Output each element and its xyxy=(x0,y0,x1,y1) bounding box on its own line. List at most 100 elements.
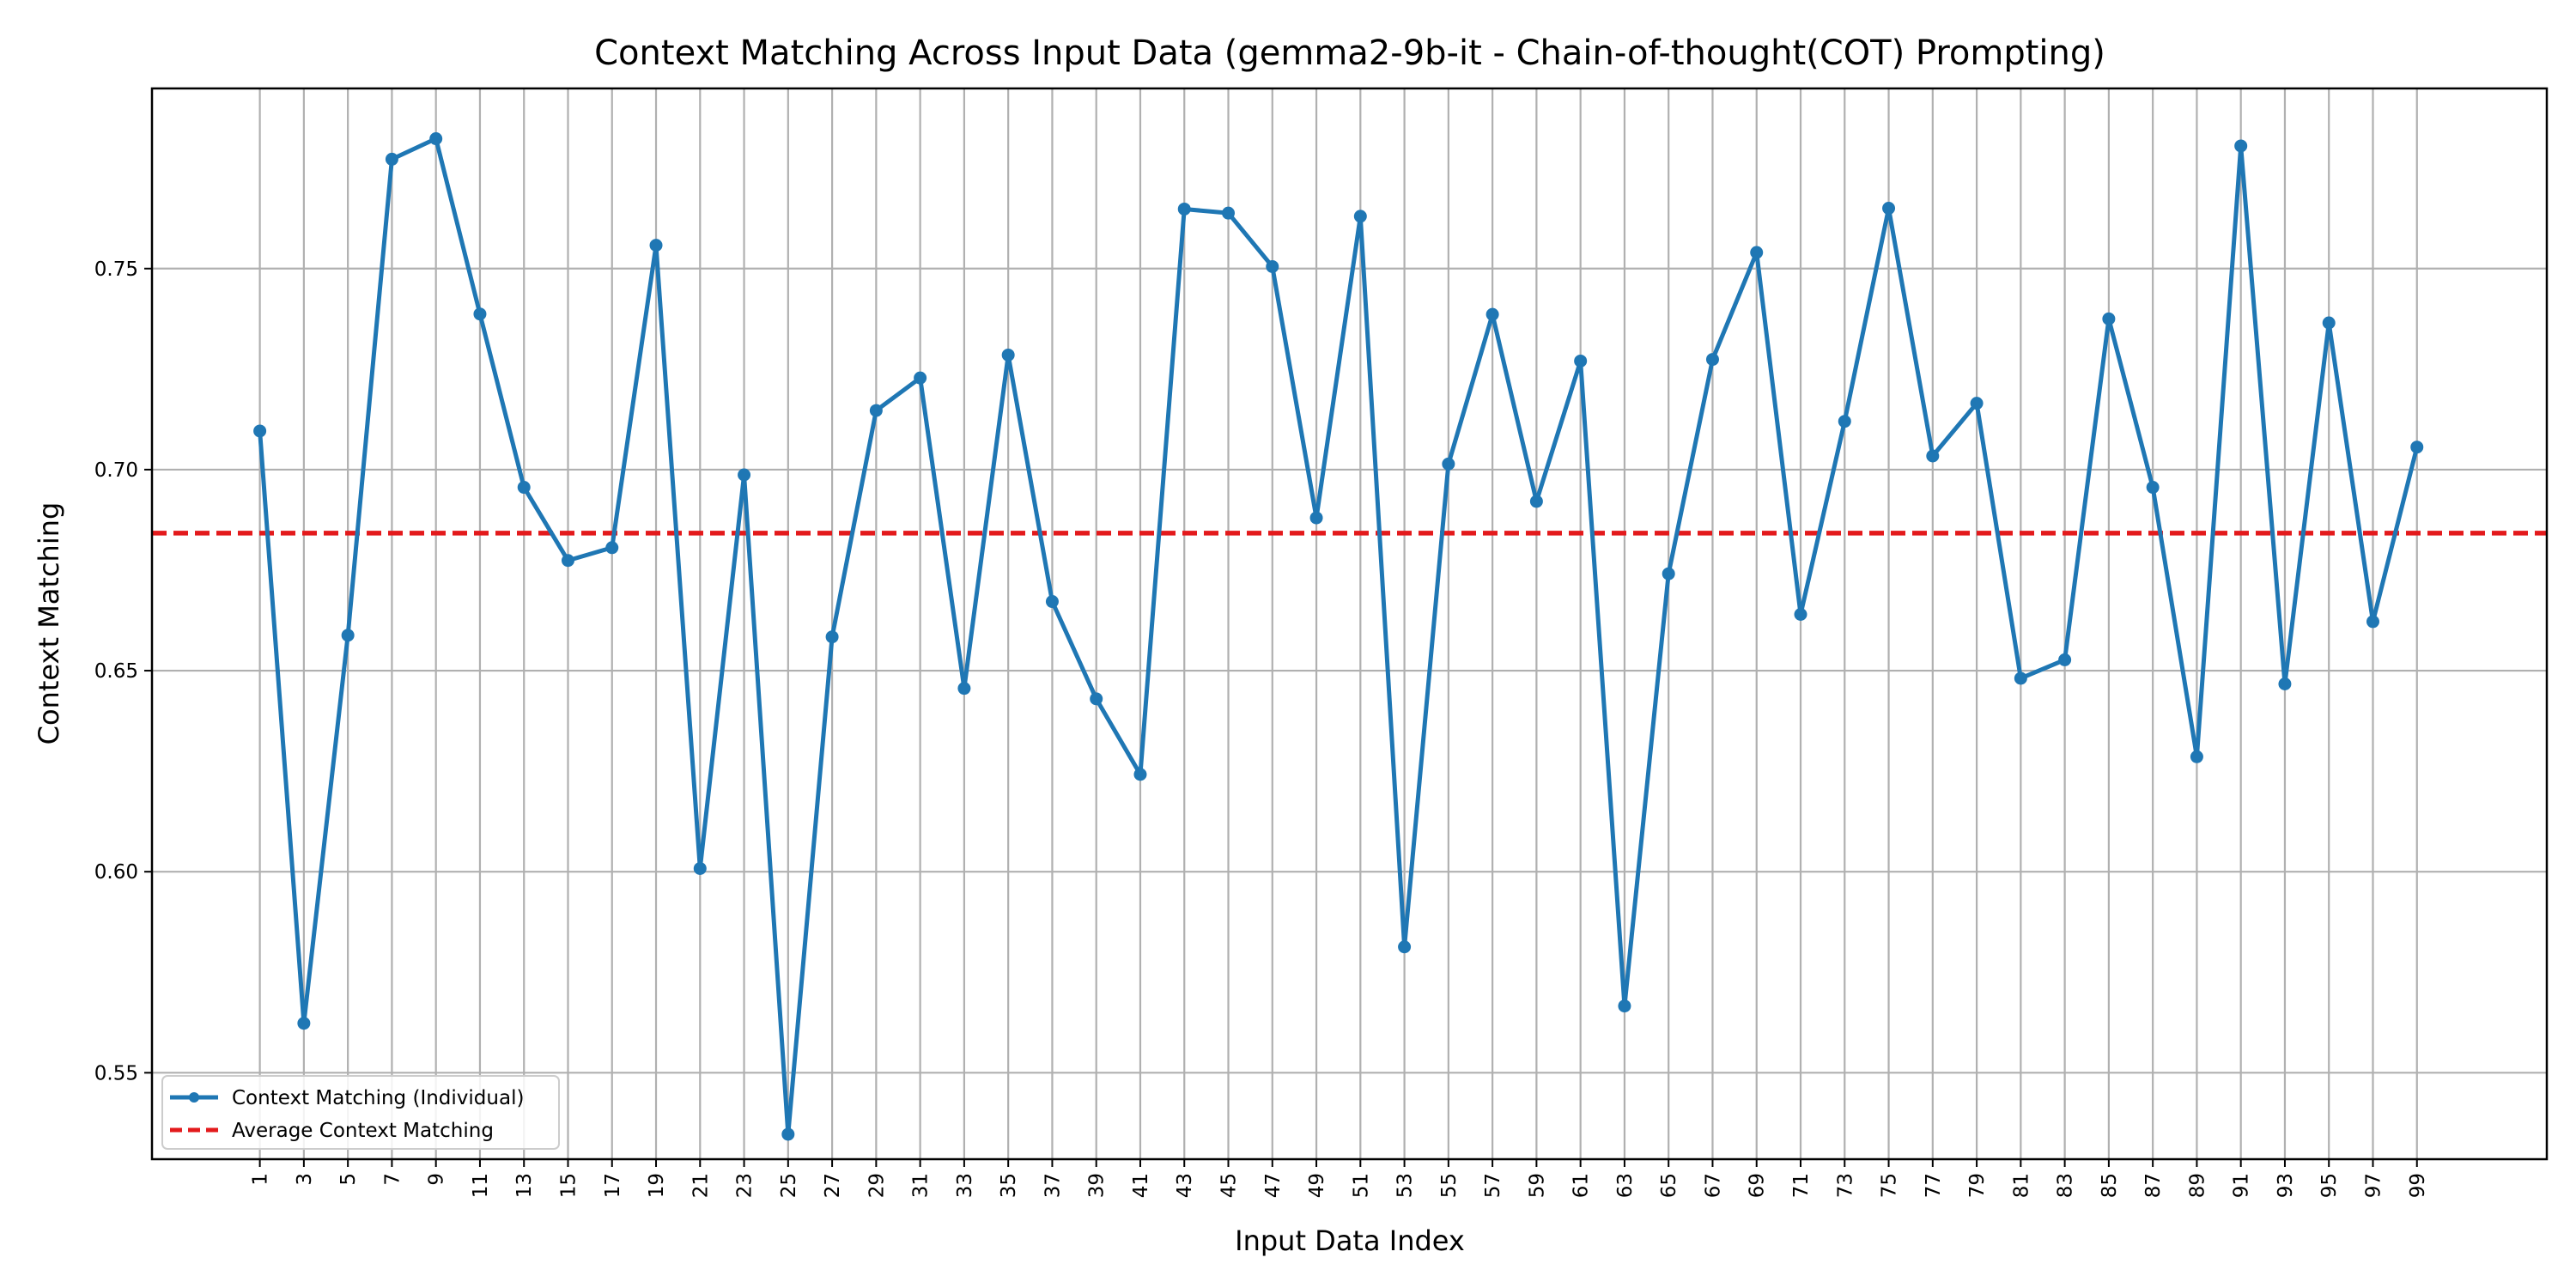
data-point xyxy=(1442,457,1455,471)
data-point xyxy=(957,682,971,696)
data-point xyxy=(2234,139,2248,153)
x-tick-label: 69 xyxy=(1747,1173,1769,1198)
x-tick-label: 45 xyxy=(1218,1173,1241,1198)
data-point xyxy=(1266,259,1279,273)
data-point xyxy=(1398,940,1412,954)
data-point xyxy=(561,554,574,568)
x-tick-label: 85 xyxy=(2099,1173,2121,1198)
x-tick-label: 7 xyxy=(381,1173,404,1186)
x-tick-label: 43 xyxy=(1174,1173,1196,1198)
data-point xyxy=(2014,671,2027,685)
data-point xyxy=(1882,202,1896,216)
data-point xyxy=(2058,653,2072,666)
y-tick-label: 0.70 xyxy=(94,459,138,482)
x-tick-label: 25 xyxy=(778,1173,800,1198)
y-ticks: 0.55 0.60 0.65 0.70 0.75 xyxy=(94,258,152,1084)
plot-frame xyxy=(150,87,2549,1161)
data-point xyxy=(2190,750,2203,763)
x-tick-label: 89 xyxy=(2186,1173,2208,1198)
data-point xyxy=(1618,999,1631,1013)
x-tick-label: 57 xyxy=(1482,1173,1504,1198)
x-tick-label: 37 xyxy=(1042,1173,1064,1198)
data-point xyxy=(2102,312,2116,325)
legend-marker-individual xyxy=(189,1092,199,1103)
x-tick-label: 81 xyxy=(2010,1173,2032,1198)
data-point xyxy=(2278,677,2292,691)
data-point xyxy=(1750,246,1764,259)
x-tick-label: 93 xyxy=(2275,1173,2297,1198)
data-point xyxy=(253,424,267,438)
legend-box xyxy=(161,1075,560,1150)
data-point xyxy=(1529,495,1543,508)
data-point xyxy=(869,404,883,417)
x-tick-label: 9 xyxy=(426,1173,448,1186)
x-tick-label: 51 xyxy=(1350,1173,1372,1198)
x-tick-label: 35 xyxy=(998,1173,1020,1198)
x-tick-label: 3 xyxy=(294,1173,316,1186)
x-axis-label: Input Data Index xyxy=(1235,1224,1465,1257)
data-point xyxy=(1222,206,1236,220)
y-tick-label: 0.65 xyxy=(94,660,138,683)
data-point xyxy=(1705,353,1719,367)
x-tick-label: 41 xyxy=(1130,1173,1152,1198)
x-tick-label: 11 xyxy=(470,1173,492,1198)
x-tick-label: 5 xyxy=(337,1173,360,1186)
x-tick-label: 71 xyxy=(1790,1173,1813,1198)
x-tick-label: 29 xyxy=(866,1173,888,1198)
x-tick-label: 23 xyxy=(734,1173,756,1198)
data-point xyxy=(1838,415,1851,428)
data-point xyxy=(1485,307,1499,321)
x-tick-label: 95 xyxy=(2318,1173,2341,1198)
data-point xyxy=(297,1017,311,1030)
x-tick-label: 99 xyxy=(2407,1173,2429,1198)
legend-label-average: Average Context Matching xyxy=(232,1120,494,1142)
legend-label-individual: Context Matching (Individual) xyxy=(232,1087,524,1109)
data-point xyxy=(1177,202,1191,216)
data-point xyxy=(1133,768,1147,781)
x-tick-label: 47 xyxy=(1262,1173,1285,1198)
x-tick-label: 61 xyxy=(1571,1173,1593,1198)
data-point xyxy=(2410,440,2424,454)
data-point xyxy=(738,468,751,482)
x-tick-label: 33 xyxy=(954,1173,976,1198)
x-tick-label: 13 xyxy=(513,1173,536,1198)
data-point xyxy=(429,132,443,146)
x-tick-label: 19 xyxy=(646,1173,668,1198)
data-point xyxy=(1926,449,1940,463)
x-tick-label: 63 xyxy=(1614,1173,1637,1198)
y-tick-label: 0.55 xyxy=(94,1062,138,1084)
series-line-individual xyxy=(258,137,2420,1137)
y-tick-label: 0.75 xyxy=(94,258,138,281)
data-point xyxy=(781,1127,795,1141)
data-point xyxy=(1794,607,1807,621)
data-point xyxy=(385,152,398,166)
y-axis-label: Context Matching xyxy=(33,502,65,745)
x-tick-label: 49 xyxy=(1306,1173,1328,1198)
x-tick-label: 27 xyxy=(822,1173,844,1198)
data-point xyxy=(517,481,531,495)
x-tick-label: 77 xyxy=(1923,1173,1945,1198)
data-point xyxy=(1309,511,1323,525)
legend: Context Matching (Individual) Average Co… xyxy=(161,1075,560,1150)
data-point xyxy=(341,629,355,642)
series-layer xyxy=(253,132,2424,1141)
x-tick-label: 21 xyxy=(690,1173,712,1198)
x-tick-label: 87 xyxy=(2142,1173,2165,1198)
chart-title: Context Matching Across Input Data (gemm… xyxy=(594,33,2105,73)
data-point xyxy=(2322,316,2336,330)
data-point xyxy=(914,371,927,385)
y-tick-label: 0.60 xyxy=(94,861,138,884)
x-tick-label: 91 xyxy=(2231,1173,2253,1198)
x-tick-label: 65 xyxy=(1658,1173,1680,1198)
data-point xyxy=(649,239,663,252)
x-tick-label: 67 xyxy=(1702,1173,1724,1198)
x-tick-label: 73 xyxy=(1834,1173,1856,1198)
data-point xyxy=(693,861,707,875)
data-point xyxy=(1353,210,1367,223)
x-tick-label: 53 xyxy=(1394,1173,1417,1198)
x-tick-label: 55 xyxy=(1438,1173,1461,1198)
grid-lines xyxy=(152,88,2547,1159)
x-tick-label: 59 xyxy=(1526,1173,1548,1198)
